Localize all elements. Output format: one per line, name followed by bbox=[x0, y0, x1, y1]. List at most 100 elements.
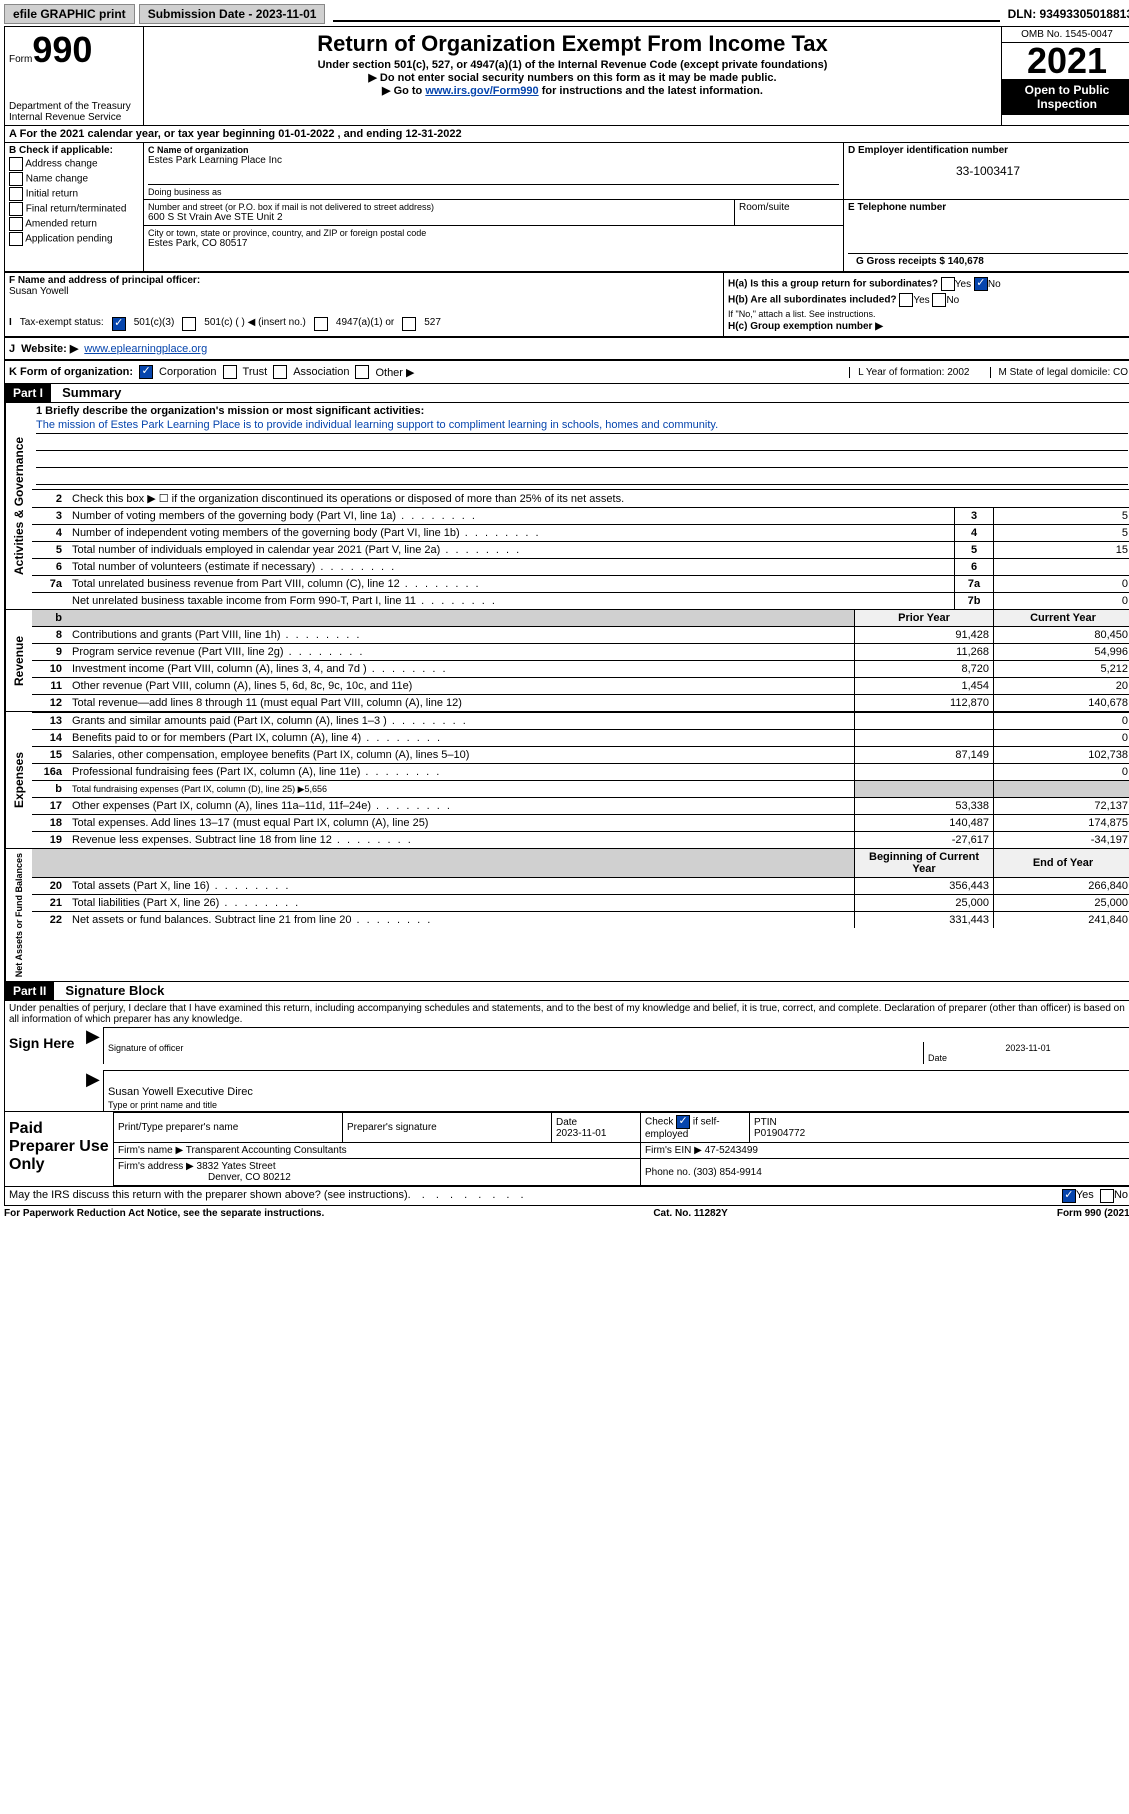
check-self-employed[interactable] bbox=[676, 1115, 690, 1129]
prior-year-hdr: Prior Year bbox=[855, 610, 994, 627]
line-4-val: 5 bbox=[994, 525, 1129, 542]
phone-block: E Telephone number G Gross receipts $ 14… bbox=[844, 200, 1129, 271]
mission-blank-2 bbox=[36, 453, 1128, 468]
check-4947[interactable] bbox=[314, 317, 328, 331]
dept-treasury: Department of the Treasury bbox=[9, 101, 139, 112]
ha-no[interactable] bbox=[974, 277, 988, 291]
discuss-row: May the IRS discuss this return with the… bbox=[4, 1187, 1129, 1206]
line-10-desc: Investment income (Part VIII, column (A)… bbox=[68, 661, 855, 678]
line-20-end: 266,840 bbox=[994, 878, 1129, 895]
firm-addr-label: Firm's address ▶ bbox=[118, 1161, 194, 1172]
open-public-badge: Open to Public Inspection bbox=[1002, 79, 1129, 115]
org-name: Estes Park Learning Place Inc bbox=[148, 155, 839, 166]
sign-right: ▶ Signature of officer 2023-11-01 Date ▶… bbox=[83, 1027, 1129, 1111]
line-11-prior: 1,454 bbox=[855, 678, 994, 695]
side-label-expenses: Expenses bbox=[5, 712, 32, 848]
tax-exempt-label: Tax-exempt status: bbox=[20, 317, 104, 331]
line-8-prior: 91,428 bbox=[855, 627, 994, 644]
period-text: For the 2021 calendar year, or tax year … bbox=[20, 128, 462, 140]
line-15-curr: 102,738 bbox=[994, 747, 1129, 764]
efile-print-button[interactable]: efile GRAPHIC print bbox=[4, 4, 135, 24]
line-22-desc: Net assets or fund balances. Subtract li… bbox=[68, 912, 855, 929]
check-other[interactable] bbox=[355, 365, 369, 379]
line-13-desc: Grants and similar amounts paid (Part IX… bbox=[68, 713, 855, 730]
form-header: Form990 Department of the Treasury Inter… bbox=[4, 26, 1129, 126]
begin-year-hdr: Beginning of Current Year bbox=[855, 849, 994, 878]
line-7b-desc: Net unrelated business taxable income fr… bbox=[68, 593, 955, 610]
irs-label: Internal Revenue Service bbox=[9, 112, 139, 123]
ssn-warning: ▶ Do not enter social security numbers o… bbox=[150, 71, 995, 84]
discuss-no[interactable] bbox=[1100, 1189, 1114, 1203]
tax-year: 2021 bbox=[1002, 43, 1129, 79]
arrow-icon-2: ▶ bbox=[86, 1069, 100, 1090]
line-8-desc: Contributions and grants (Part VIII, lin… bbox=[68, 627, 855, 644]
check-association[interactable] bbox=[273, 365, 287, 379]
net-assets-table: Beginning of Current YearEnd of Year 20T… bbox=[32, 849, 1129, 928]
website-row: J Website: ▶ www.eplearningplace.org bbox=[4, 337, 1129, 360]
check-address-change[interactable]: Address change bbox=[9, 157, 139, 171]
goto-prefix: ▶ Go to bbox=[382, 85, 425, 97]
line-9-curr: 54,996 bbox=[994, 644, 1129, 661]
ha-yes[interactable] bbox=[941, 277, 955, 291]
group-return-block: H(a) Is this a group return for subordin… bbox=[724, 273, 1129, 336]
hb-no[interactable] bbox=[932, 293, 946, 307]
f-label: F Name and address of principal officer: bbox=[9, 275, 719, 286]
line-5-val: 15 bbox=[994, 542, 1129, 559]
side-label-activities: Activities & Governance bbox=[5, 403, 32, 609]
ein-block: D Employer identification number 33-1003… bbox=[844, 143, 1129, 199]
line-14-prior bbox=[855, 730, 994, 747]
check-501c3[interactable] bbox=[112, 317, 126, 331]
check-initial-return-label: Initial return bbox=[26, 189, 78, 200]
hb-note: If "No," attach a list. See instructions… bbox=[728, 309, 1128, 319]
address-left: Number and street (or P.O. box if mail i… bbox=[144, 200, 844, 271]
preparer-table: Print/Type preparer's name Preparer's si… bbox=[113, 1112, 1129, 1186]
check-name-change[interactable]: Name change bbox=[9, 172, 139, 186]
check-corporation[interactable] bbox=[139, 365, 153, 379]
firm-phone-label: Phone no. bbox=[645, 1167, 691, 1178]
firm-addr1: 3832 Yates Street bbox=[197, 1161, 276, 1172]
check-527[interactable] bbox=[402, 317, 416, 331]
line-12-curr: 140,678 bbox=[994, 695, 1129, 712]
hb-no-label: No bbox=[946, 295, 959, 306]
discuss-no-label: No bbox=[1114, 1189, 1128, 1203]
line-10-prior: 8,720 bbox=[855, 661, 994, 678]
line-9-desc: Program service revenue (Part VIII, line… bbox=[68, 644, 855, 661]
check-amended-return[interactable]: Amended return bbox=[9, 217, 139, 231]
check-501c[interactable] bbox=[182, 317, 196, 331]
expenses-section: Expenses 13Grants and similar amounts pa… bbox=[4, 712, 1129, 849]
line-22-end: 241,840 bbox=[994, 912, 1129, 929]
trust-label: Trust bbox=[243, 366, 268, 378]
header-center: Return of Organization Exempt From Incom… bbox=[144, 27, 1001, 125]
irs-link[interactable]: www.irs.gov/Form990 bbox=[425, 85, 538, 97]
line-17-desc: Other expenses (Part IX, column (A), lin… bbox=[68, 798, 855, 815]
check-amended-return-label: Amended return bbox=[25, 219, 97, 230]
declaration-text: Under penalties of perjury, I declare th… bbox=[5, 1001, 1129, 1027]
discuss-yes[interactable] bbox=[1062, 1189, 1076, 1203]
ein-label: D Employer identification number bbox=[848, 145, 1128, 156]
line-14-curr: 0 bbox=[994, 730, 1129, 747]
phone-label: E Telephone number bbox=[848, 202, 1128, 213]
hb-yes[interactable] bbox=[899, 293, 913, 307]
ha-yes-label: Yes bbox=[955, 279, 971, 290]
line-3-val: 5 bbox=[994, 508, 1129, 525]
form-title: Return of Organization Exempt From Incom… bbox=[150, 31, 995, 57]
part1-badge: Part I bbox=[5, 384, 51, 402]
corp-label: Corporation bbox=[159, 366, 216, 378]
check-final-return[interactable]: Final return/terminated bbox=[9, 202, 139, 216]
line-19-curr: -34,197 bbox=[994, 832, 1129, 849]
check-initial-return[interactable]: Initial return bbox=[9, 187, 139, 201]
line-16b-curr bbox=[994, 781, 1129, 798]
line-20-beg: 356,443 bbox=[855, 878, 994, 895]
check-trust[interactable] bbox=[223, 365, 237, 379]
form-subtitle: Under section 501(c), 527, or 4947(a)(1)… bbox=[150, 59, 995, 71]
i-label: I bbox=[9, 317, 12, 331]
revenue-section: Revenue bPrior YearCurrent Year 8Contrib… bbox=[4, 610, 1129, 712]
part1-title: Summary bbox=[54, 385, 121, 400]
website-link[interactable]: www.eplearningplace.org bbox=[84, 343, 207, 355]
side-label-net-assets: Net Assets or Fund Balances bbox=[5, 849, 32, 981]
korg-row: K Form of organization: Corporation Trus… bbox=[4, 360, 1129, 384]
check-application-pending[interactable]: Application pending bbox=[9, 232, 139, 246]
line-17-curr: 72,137 bbox=[994, 798, 1129, 815]
mission-text: The mission of Estes Park Learning Place… bbox=[36, 419, 1128, 434]
submission-date-button[interactable]: Submission Date - 2023-11-01 bbox=[139, 4, 326, 24]
